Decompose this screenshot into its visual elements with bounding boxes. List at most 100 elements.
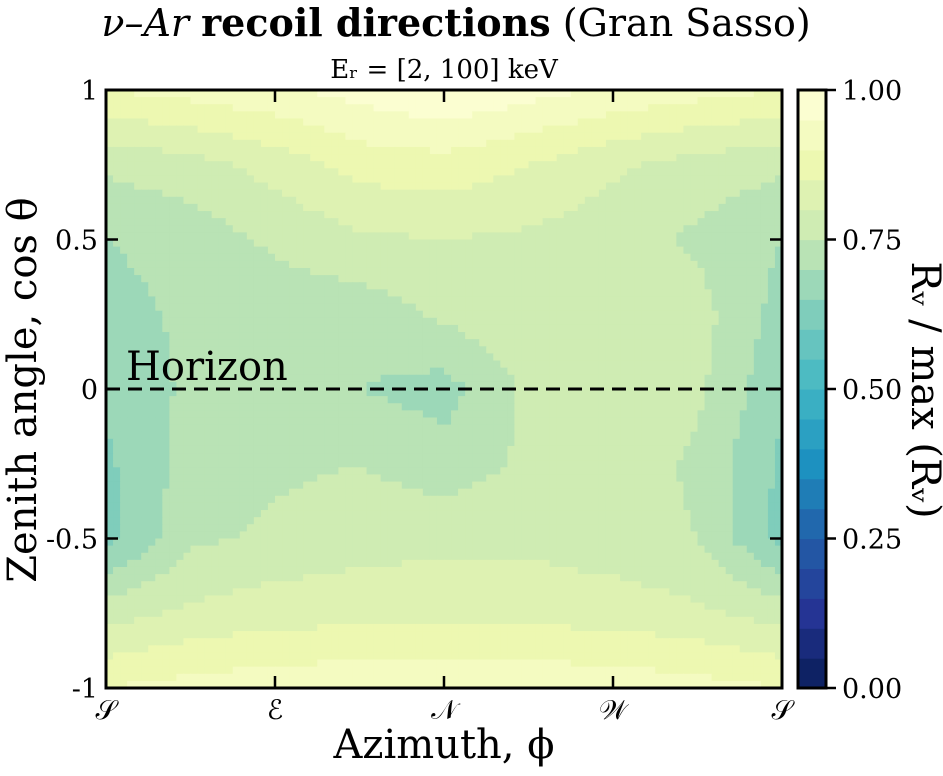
heatmap-cell bbox=[373, 453, 382, 461]
heatmap-cell bbox=[415, 424, 424, 433]
heatmap-cell bbox=[760, 196, 769, 205]
heatmap-cell bbox=[690, 97, 699, 105]
heatmap-cell bbox=[676, 232, 685, 241]
heatmap-cell bbox=[155, 353, 163, 362]
heatmap-cell bbox=[648, 168, 656, 177]
heatmap-cell bbox=[408, 381, 417, 390]
heatmap-cell bbox=[260, 289, 269, 298]
heatmap-cell bbox=[359, 218, 368, 226]
heatmap-cell bbox=[676, 346, 685, 355]
heatmap-cell bbox=[683, 196, 692, 205]
heatmap-cell bbox=[197, 97, 206, 105]
heatmap-cell bbox=[387, 139, 396, 148]
heatmap-cell bbox=[458, 182, 466, 191]
heatmap-cell bbox=[366, 367, 375, 376]
heatmap-cell bbox=[373, 196, 382, 205]
heatmap-cell bbox=[183, 189, 192, 198]
heatmap-cell bbox=[521, 339, 530, 347]
heatmap-cell bbox=[275, 253, 283, 262]
heatmap-cell bbox=[429, 296, 438, 305]
heatmap-cell bbox=[331, 189, 339, 198]
heatmap-cell bbox=[760, 367, 769, 376]
heatmap-cell bbox=[127, 438, 135, 447]
heatmap-cell bbox=[408, 424, 417, 433]
heatmap-cell bbox=[528, 125, 537, 134]
heatmap-cell bbox=[683, 374, 692, 383]
heatmap-cell bbox=[120, 90, 128, 98]
heatmap-cell bbox=[331, 296, 339, 305]
heatmap-cell bbox=[359, 424, 368, 433]
heatmap-cell bbox=[190, 289, 199, 298]
heatmap-cell bbox=[338, 389, 347, 397]
heatmap-cell bbox=[521, 104, 530, 112]
heatmap-cell bbox=[451, 218, 459, 226]
heatmap-cell bbox=[310, 161, 318, 169]
heatmap-cell bbox=[634, 253, 642, 262]
heatmap-cell bbox=[711, 367, 720, 376]
heatmap-cell bbox=[458, 125, 466, 134]
heatmap-cell bbox=[577, 417, 586, 426]
heatmap-cell bbox=[584, 417, 593, 426]
heatmap-cell bbox=[493, 332, 501, 340]
heatmap-cell bbox=[267, 146, 276, 155]
heatmap-cell bbox=[662, 332, 670, 340]
heatmap-cell bbox=[429, 218, 438, 226]
heatmap-cell bbox=[605, 296, 614, 305]
heatmap-cell bbox=[451, 118, 459, 127]
heatmap-cell bbox=[591, 396, 600, 404]
heatmap-cell bbox=[655, 282, 663, 290]
heatmap-cell bbox=[753, 104, 762, 112]
heatmap-cell bbox=[225, 275, 234, 283]
heatmap-cell bbox=[760, 246, 769, 255]
heatmap-cell bbox=[204, 431, 213, 440]
heatmap-cell bbox=[563, 132, 572, 141]
heatmap-cell bbox=[549, 253, 558, 262]
heatmap-cell bbox=[746, 111, 755, 120]
heatmap-cell bbox=[711, 260, 720, 269]
heatmap-cell bbox=[542, 203, 551, 212]
heatmap-cell bbox=[429, 438, 438, 447]
heatmap-cell bbox=[218, 332, 227, 340]
heatmap-cell bbox=[155, 381, 163, 390]
heatmap-cell bbox=[246, 289, 255, 298]
heatmap-cell bbox=[563, 275, 572, 283]
heatmap-cell bbox=[690, 367, 699, 376]
heatmap-cell bbox=[521, 111, 530, 120]
heatmap-cell bbox=[570, 374, 579, 383]
heatmap-cell bbox=[683, 182, 692, 191]
heatmap-cell bbox=[148, 431, 156, 440]
heatmap-cell bbox=[408, 97, 417, 105]
heatmap-cell bbox=[507, 267, 516, 276]
heatmap-cell bbox=[627, 282, 635, 290]
heatmap-cell bbox=[465, 211, 473, 219]
heatmap-cell bbox=[613, 132, 621, 141]
heatmap-cell bbox=[486, 431, 494, 440]
heatmap-cell bbox=[514, 381, 523, 390]
heatmap-cell bbox=[408, 154, 417, 162]
heatmap-cell bbox=[697, 445, 706, 454]
heatmap-cell bbox=[444, 189, 452, 198]
heatmap-cell bbox=[711, 353, 720, 362]
heatmap-cell bbox=[711, 296, 720, 305]
heatmap-cell bbox=[767, 125, 776, 134]
heatmap-cell bbox=[275, 339, 283, 347]
heatmap-cell bbox=[260, 125, 269, 134]
heatmap-cell bbox=[429, 453, 438, 461]
heatmap-cell bbox=[577, 389, 586, 397]
heatmap-cell bbox=[507, 389, 516, 397]
heatmap-cell bbox=[711, 111, 720, 120]
heatmap-cell bbox=[500, 189, 508, 198]
heatmap-cell bbox=[232, 317, 241, 326]
heatmap-cell bbox=[767, 175, 776, 184]
heatmap-cell bbox=[535, 232, 544, 241]
heatmap-cell bbox=[521, 445, 530, 454]
heatmap-cell bbox=[627, 168, 635, 177]
heatmap-cell bbox=[486, 189, 494, 198]
heatmap-cell bbox=[746, 225, 755, 233]
heatmap-cell bbox=[563, 324, 572, 333]
heatmap-cell bbox=[345, 303, 354, 312]
heatmap-cell bbox=[697, 374, 706, 383]
heatmap-cell bbox=[739, 396, 748, 404]
heatmap-cell bbox=[500, 125, 508, 134]
heatmap-cell bbox=[422, 118, 431, 127]
